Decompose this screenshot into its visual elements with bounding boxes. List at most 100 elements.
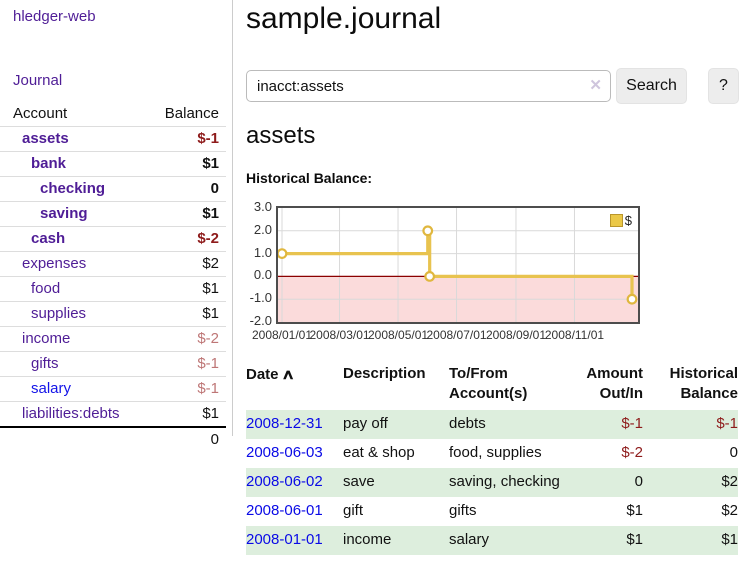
x-tick-label: 2008/05/01 [367, 328, 429, 342]
transaction-date-link[interactable]: 2008-06-03 [246, 444, 323, 461]
register-header-row: Date ∧ Description To/From Account(s) Amo… [246, 362, 738, 410]
x-tick-label: 2008/03/01 [309, 328, 370, 342]
transaction-row: 2008-06-01 gift gifts $1 $2 [246, 497, 738, 526]
account-balance: $-1 [139, 126, 226, 152]
account-row: food $1 [0, 276, 226, 302]
transaction-balance: $2 [721, 473, 738, 490]
clear-search-icon[interactable]: ✕ [589, 77, 602, 94]
y-tick-label: 2.0 [253, 221, 272, 237]
transaction-description: eat & shop [343, 444, 415, 461]
transaction-date-link[interactable]: 2008-12-31 [246, 415, 323, 432]
description-column-header: Description [343, 365, 426, 382]
sidebar-account-link[interactable]: assets [22, 130, 69, 147]
page-title: sample.journal [246, 2, 442, 35]
account-balance: $1 [139, 401, 226, 428]
transaction-accounts: debts [449, 415, 486, 432]
chart-legend: $ [609, 213, 632, 228]
accounts-total-row: 0 [0, 426, 226, 452]
search-input-wrap: ✕ [246, 70, 611, 102]
sidebar-item-journal[interactable]: Journal [13, 72, 63, 89]
accounts-balance-table: Account Balance assets $-1 bank $1 checking 0… [0, 102, 226, 452]
sidebar-account-link[interactable]: food [31, 280, 61, 297]
amount-column-header: Amount Out/In [586, 365, 643, 402]
transaction-amount: $-1 [621, 415, 643, 432]
account-balance: $-2 [139, 326, 226, 352]
chart-plot-area[interactable]: $ [276, 206, 640, 324]
transaction-amount: $-2 [621, 444, 643, 461]
sidebar-account-link[interactable]: checking [40, 180, 106, 197]
app-title-link[interactable]: hledger-web [13, 8, 96, 25]
search-input[interactable] [246, 70, 611, 102]
y-tick-label: -2.0 [249, 313, 272, 328]
chart-title: Historical Balance: [246, 170, 373, 186]
transaction-date-link[interactable]: 2008-06-02 [246, 473, 323, 490]
x-tick-label: 2008/01/01 [251, 328, 313, 342]
transaction-row: 2008-06-03 eat & shop food, supplies $-2 0 [246, 439, 738, 468]
sidebar: hledger-web Journal Account Balance asse… [0, 0, 233, 452]
account-column-header: Account [0, 102, 140, 127]
account-row: assets $-1 [0, 126, 226, 152]
date-column-header[interactable]: Date ∧ [246, 366, 295, 383]
sidebar-account-link[interactable]: saving [40, 205, 88, 222]
sidebar-account-link[interactable]: supplies [31, 305, 87, 322]
account-row: cash $-2 [0, 226, 226, 252]
transaction-balance: $1 [721, 531, 738, 548]
sort-asc-icon: ∧ [280, 366, 295, 382]
account-row: saving $1 [0, 201, 226, 227]
historical-balance-chart: 3.0 2.0 1.0 0.0 -1.0 -2.0 $ 2008/01/01 2008/03… [246, 200, 666, 344]
legend-swatch-icon [609, 214, 623, 227]
transaction-row: 2008-01-01 income salary $1 $1 [246, 526, 738, 555]
accounts-table-header-row: Account Balance [0, 102, 226, 127]
balance-column-header: Balance [139, 102, 226, 127]
account-balance: $1 [139, 301, 226, 327]
transaction-amount: $1 [626, 531, 643, 548]
balance-column-header: Historical Balance [669, 365, 738, 402]
sidebar-account-link[interactable]: cash [31, 230, 66, 247]
account-balance: $-1 [139, 351, 226, 377]
account-row: expenses $2 [0, 251, 226, 277]
x-tick-label: 2008/11/01 [544, 328, 605, 342]
account-row: supplies $1 [0, 301, 226, 327]
y-tick-label: 3.0 [253, 199, 272, 214]
transaction-amount: $1 [626, 502, 643, 519]
help-button[interactable]: ? [708, 68, 739, 104]
account-balance: 0 [139, 176, 226, 202]
account-balance: $2 [139, 251, 226, 277]
transaction-date-link[interactable]: 2008-01-01 [246, 531, 323, 548]
x-tick-label: 2008/09/01 [485, 328, 546, 342]
register-table: Date ∧ Description To/From Account(s) Amo… [246, 362, 738, 555]
x-tick-label: 2008/07/01 [426, 328, 487, 342]
account-row: liabilities:debts $1 [0, 401, 226, 428]
sidebar-account-link[interactable]: salary [31, 380, 72, 397]
transaction-balance: $2 [721, 502, 738, 519]
transaction-balance: 0 [729, 444, 738, 461]
account-balance: $-1 [139, 376, 226, 402]
sidebar-account-link[interactable]: income [22, 330, 71, 347]
search-bar: ✕ Search ? [246, 68, 739, 104]
accounts-total-value: 0 [139, 426, 226, 452]
sidebar-account-link[interactable]: gifts [31, 355, 59, 372]
account-row: bank $1 [0, 151, 226, 177]
sidebar-account-link[interactable]: liabilities:debts [22, 405, 120, 422]
y-tick-label: 1.0 [253, 244, 272, 260]
transaction-accounts: gifts [449, 502, 477, 519]
sidebar-account-link[interactable]: expenses [22, 255, 87, 272]
sidebar-account-link[interactable]: bank [31, 155, 67, 172]
data-point-marker [424, 270, 436, 282]
transaction-description: pay off [343, 415, 388, 432]
search-button[interactable]: Search [616, 68, 687, 104]
transaction-description: save [343, 473, 375, 490]
transaction-accounts: food, supplies [449, 444, 542, 461]
data-point-marker [278, 248, 288, 259]
transaction-amount: 0 [634, 473, 643, 490]
transaction-accounts: salary [449, 531, 490, 548]
account-row: income $-2 [0, 326, 226, 352]
data-point-marker [422, 225, 434, 237]
account-row: salary $-1 [0, 376, 226, 402]
account-balance: $1 [139, 151, 226, 177]
legend-label: $ [624, 213, 632, 228]
transaction-description: income [343, 531, 392, 548]
y-tick-label: 0.0 [253, 267, 272, 283]
transaction-date-link[interactable]: 2008-06-01 [246, 502, 323, 519]
